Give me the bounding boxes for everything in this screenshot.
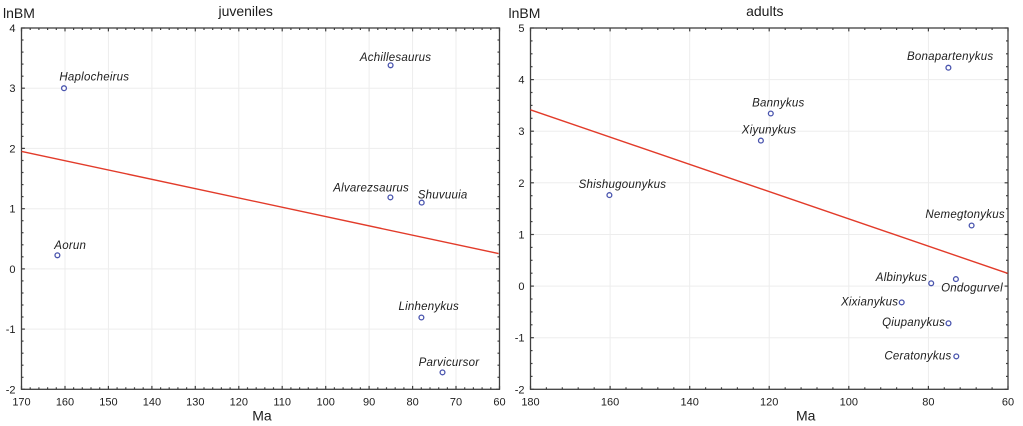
svg-text:80: 80 [406,397,418,409]
svg-text:-2: -2 [515,384,525,396]
svg-text:0: 0 [9,264,15,276]
svg-text:Ma: Ma [796,408,816,424]
svg-text:Aorun: Aorun [53,240,86,252]
svg-text:Ma: Ma [252,408,272,424]
svg-text:Xiyunykus: Xiyunykus [741,125,797,137]
svg-text:60: 60 [1002,397,1014,409]
svg-text:Ceratonykus: Ceratonykus [884,351,951,363]
svg-text:120: 120 [760,397,778,409]
svg-text:Bannykus: Bannykus [752,97,804,109]
svg-text:170: 170 [12,397,30,409]
svg-text:140: 140 [681,397,699,409]
svg-text:2: 2 [518,178,524,190]
svg-text:3: 3 [9,83,15,95]
svg-text:4: 4 [9,23,15,35]
svg-text:Achillesaurus: Achillesaurus [359,52,431,64]
svg-text:60: 60 [493,397,505,409]
svg-text:Nemegtonykus: Nemegtonykus [925,209,1004,221]
svg-text:120: 120 [230,397,248,409]
svg-text:80: 80 [922,397,934,409]
svg-text:-2: -2 [6,384,16,396]
svg-text:1: 1 [518,230,524,242]
svg-text:100: 100 [840,397,858,409]
svg-text:Shuvuuia: Shuvuuia [418,190,468,202]
svg-text:Alvarezsaurus: Alvarezsaurus [332,183,409,195]
svg-text:140: 140 [143,397,161,409]
svg-text:5: 5 [518,23,524,35]
svg-text:130: 130 [186,397,204,409]
svg-text:110: 110 [273,397,291,409]
svg-text:4: 4 [518,75,524,87]
svg-text:Linhenykus: Linhenykus [399,301,459,313]
svg-text:Albinykus: Albinykus [875,272,927,284]
svg-text:Parvicursor: Parvicursor [419,357,481,369]
svg-text:juveniles: juveniles [217,3,272,19]
svg-text:-1: -1 [515,333,525,345]
svg-text:160: 160 [601,397,619,409]
svg-text:0: 0 [518,281,524,293]
svg-text:100: 100 [317,397,335,409]
svg-text:Bonapartenykus: Bonapartenykus [907,51,993,63]
svg-text:Xixianykus: Xixianykus [840,297,898,309]
svg-text:adults: adults [746,3,783,19]
svg-text:150: 150 [99,397,117,409]
svg-text:Shishugounykus: Shishugounykus [579,179,667,191]
svg-text:90: 90 [363,397,375,409]
svg-text:lnBM: lnBM [509,5,541,21]
svg-text:180: 180 [521,397,539,409]
svg-text:1: 1 [9,204,15,216]
svg-text:Qiupanykus: Qiupanykus [882,317,945,329]
svg-text:160: 160 [56,397,74,409]
svg-text:3: 3 [518,126,524,138]
svg-text:Ondogurvel: Ondogurvel [941,282,1003,294]
svg-text:2: 2 [9,143,15,155]
svg-text:lnBM: lnBM [3,5,35,21]
svg-text:Haplocheirus: Haplocheirus [59,72,129,84]
svg-text:-1: -1 [6,324,16,336]
svg-text:70: 70 [450,397,462,409]
